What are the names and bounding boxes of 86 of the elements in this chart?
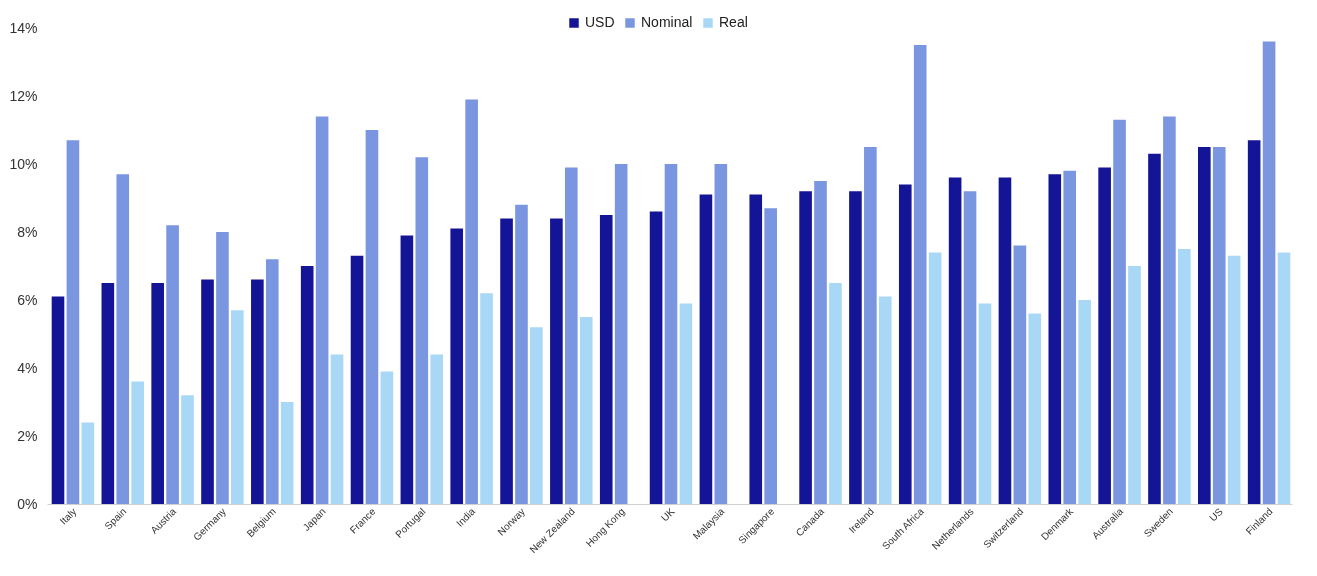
bar <box>928 252 942 504</box>
bar <box>1212 147 1226 504</box>
bar <box>415 157 429 504</box>
bar <box>131 381 144 504</box>
bar <box>599 215 613 504</box>
y-tick-label: 12% <box>9 87 38 104</box>
bar <box>998 177 1012 504</box>
y-tick-label: 10% <box>9 155 38 172</box>
bar <box>1227 255 1241 504</box>
bar <box>1247 140 1261 504</box>
bar <box>864 147 877 504</box>
bar <box>1163 116 1176 504</box>
bar <box>1013 245 1027 504</box>
bar <box>151 283 164 504</box>
bar <box>978 303 992 504</box>
bar <box>1048 174 1062 504</box>
y-tick-label: 8% <box>17 223 38 240</box>
bar <box>1148 153 1161 504</box>
bar <box>913 45 927 504</box>
bar <box>116 174 130 504</box>
y-tick-label: 14% <box>9 19 38 36</box>
bar <box>614 164 628 504</box>
bar <box>380 371 394 504</box>
bar <box>1198 147 1211 504</box>
bar <box>530 327 543 504</box>
bar <box>799 191 812 504</box>
bar <box>181 395 194 504</box>
bar <box>450 228 464 504</box>
y-tick-label: 2% <box>17 427 38 444</box>
bar <box>365 130 379 504</box>
bar <box>649 211 663 504</box>
bar <box>251 279 264 504</box>
bar <box>216 232 229 504</box>
bar <box>1063 170 1077 504</box>
y-tick-label: 6% <box>17 291 38 308</box>
legend-label: USD <box>585 14 615 30</box>
bar <box>166 225 179 504</box>
bar <box>430 354 444 504</box>
x-tick-label: UK <box>658 505 677 524</box>
bar <box>66 140 80 504</box>
bar <box>101 283 115 504</box>
bar <box>664 164 678 504</box>
bar <box>480 293 493 504</box>
bar <box>500 218 513 504</box>
legend-label: Nominal <box>641 14 693 30</box>
bar <box>400 235 414 504</box>
bar <box>1113 119 1126 504</box>
y-tick-label: 4% <box>17 359 38 376</box>
bar <box>579 317 593 504</box>
bar <box>51 296 65 504</box>
bar <box>1098 167 1111 504</box>
y-tick-label: 0% <box>17 495 38 512</box>
bar <box>330 354 344 504</box>
x-tick-label: US <box>1207 505 1226 524</box>
bar <box>764 208 777 504</box>
bar <box>1078 300 1091 504</box>
x-tick-label: Italy <box>57 505 79 527</box>
bar <box>315 116 329 504</box>
legend-label: Real <box>719 14 748 30</box>
bar <box>565 167 578 504</box>
bar <box>350 255 364 504</box>
bar <box>1262 41 1276 504</box>
bar <box>963 191 977 504</box>
bar <box>699 194 713 504</box>
bar <box>849 191 862 504</box>
bar <box>1128 266 1141 504</box>
bar <box>465 99 478 504</box>
bar <box>878 296 892 504</box>
bar <box>948 177 962 504</box>
bar <box>231 310 244 504</box>
bar <box>280 402 294 504</box>
bar <box>550 218 563 504</box>
bar <box>201 279 214 504</box>
bar <box>829 283 842 504</box>
bar <box>1277 252 1291 504</box>
bar <box>1178 249 1191 504</box>
bar <box>81 422 95 504</box>
bar <box>814 181 827 504</box>
bar <box>714 164 728 504</box>
bar <box>898 184 912 504</box>
bar <box>265 259 279 504</box>
bar <box>1028 313 1042 504</box>
bar <box>679 303 693 504</box>
bar <box>749 194 763 504</box>
bar <box>300 266 314 504</box>
bar <box>515 204 528 504</box>
